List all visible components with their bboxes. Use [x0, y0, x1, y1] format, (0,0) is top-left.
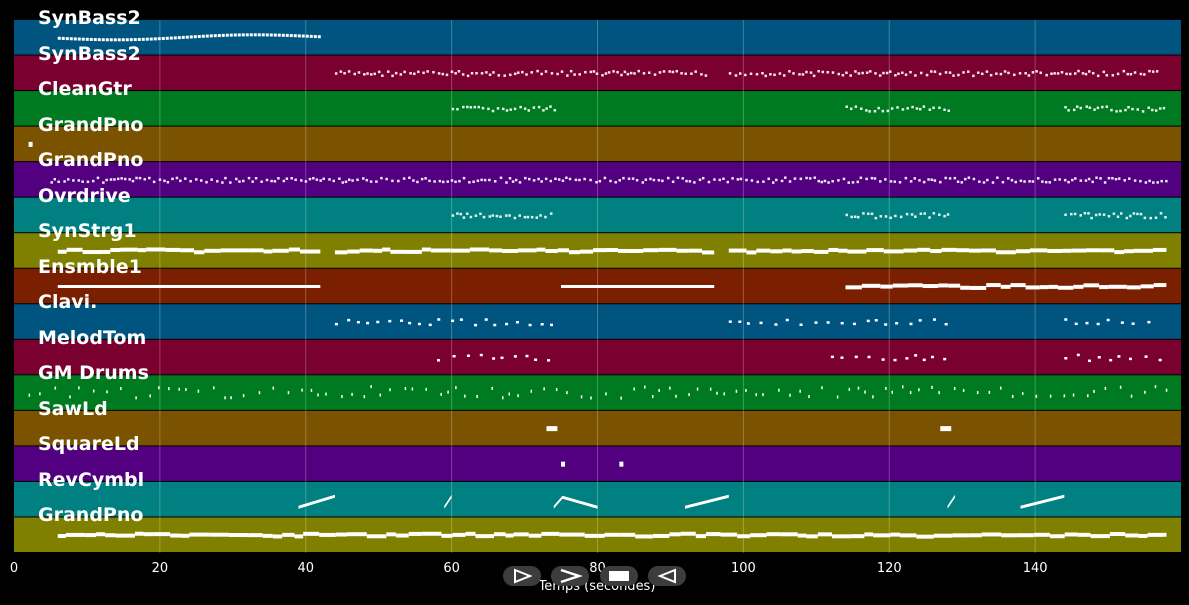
- track-label: SynStrg1: [38, 220, 137, 243]
- note-segment: [728, 318, 948, 326]
- track-band: [14, 304, 1181, 339]
- note-segment: [1064, 105, 1166, 113]
- note-segment: [444, 494, 452, 509]
- note-segment: [830, 354, 947, 362]
- note-segment: [546, 426, 558, 432]
- stop-button[interactable]: [600, 566, 638, 586]
- fast-forward-button[interactable]: [551, 566, 589, 586]
- track-label: GM Drums: [38, 362, 149, 385]
- note-segment: [334, 69, 708, 78]
- track-label: SquareLd: [38, 433, 140, 456]
- track-band: [14, 410, 1181, 446]
- note-segment: [1020, 494, 1065, 509]
- track-band: [14, 339, 1181, 375]
- x-tick-label: 100: [730, 561, 756, 576]
- note-segment: [845, 283, 1167, 290]
- play-forward-icon: [514, 568, 533, 584]
- note-segment: [553, 495, 598, 509]
- note-segment: [437, 353, 551, 362]
- note-segment: [728, 69, 1159, 78]
- note-segment: [334, 247, 715, 255]
- note-segment: [940, 426, 952, 432]
- track-band: [14, 481, 1181, 517]
- track-band: [14, 375, 1181, 410]
- track-label: GrandPno: [38, 504, 144, 527]
- x-tick-label: 20: [151, 561, 169, 576]
- note-segment: [57, 285, 321, 288]
- track-band: [14, 197, 1181, 233]
- note-segment: [50, 176, 1168, 184]
- note-segment: [57, 33, 321, 42]
- note-segment: [561, 461, 566, 467]
- track-label: GrandPno: [38, 149, 144, 172]
- track-band: [14, 91, 1181, 126]
- track-band: [14, 126, 1181, 162]
- note-segment: [451, 212, 553, 220]
- note-segment: [334, 318, 553, 327]
- track-label: MelodTom: [38, 326, 147, 349]
- note-segment: [298, 494, 335, 509]
- note-segment: [1064, 353, 1162, 363]
- stop-icon: [609, 571, 629, 581]
- x-tick-label: 0: [9, 561, 19, 576]
- x-tick-label: 140: [1022, 561, 1048, 576]
- note-segment: [28, 385, 1168, 400]
- note-segment: [728, 247, 1167, 255]
- track-label: Clavi.: [38, 291, 98, 314]
- track-label: SynBass2: [38, 42, 141, 65]
- x-tick-label: 120: [876, 561, 902, 576]
- note-segment: [845, 105, 951, 113]
- note-segment: [57, 247, 321, 255]
- fast-forward-icon: [560, 568, 583, 584]
- play-reverse-icon: [657, 568, 676, 584]
- track-label: Ovrdrive: [38, 184, 131, 207]
- note-segment: [685, 494, 729, 509]
- note-segment: [28, 141, 33, 147]
- note-segment: [561, 285, 715, 288]
- track-label: SawLd: [38, 397, 108, 420]
- note-segment: [1064, 211, 1167, 220]
- note-segment: [1064, 318, 1151, 326]
- play-reverse-button[interactable]: [648, 566, 686, 586]
- x-tick-label: 60: [443, 561, 460, 576]
- track-label: GrandPno: [38, 113, 144, 136]
- note-segment: [947, 494, 955, 509]
- play-forward-button[interactable]: [503, 566, 541, 586]
- track-label: SynBass2: [38, 7, 141, 29]
- track-label: Ensmble1: [38, 255, 142, 278]
- note-segment: [451, 105, 557, 113]
- note-segment: [57, 531, 1167, 539]
- note-segment: [845, 212, 950, 220]
- track-band: [14, 446, 1181, 481]
- note-segment: [619, 461, 624, 467]
- track-label: CleanGtr: [38, 78, 132, 101]
- track-label: RevCymbl: [38, 468, 145, 491]
- x-tick-label: 40: [297, 561, 315, 576]
